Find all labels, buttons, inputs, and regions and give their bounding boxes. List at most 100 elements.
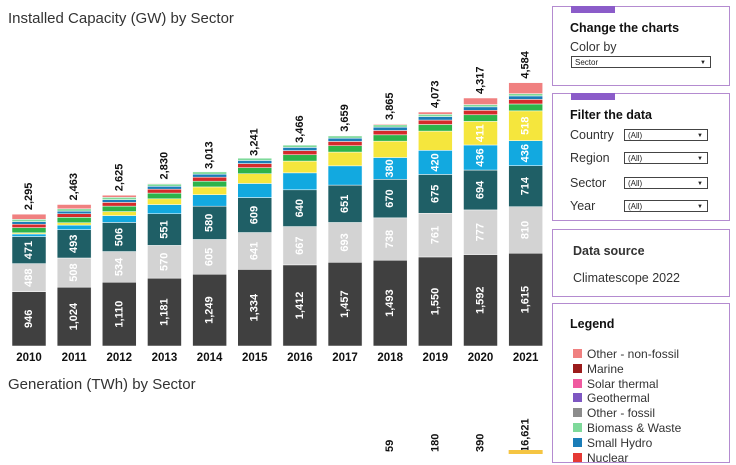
bar-segment <box>57 217 91 222</box>
bar-segment <box>328 146 362 152</box>
x-tick-label: 2016 <box>287 352 313 364</box>
x-tick-label: 2021 <box>513 352 539 364</box>
bar-segment <box>193 177 227 181</box>
bar-segment <box>102 202 136 206</box>
bar-segment <box>57 223 91 225</box>
year-select[interactable]: (All)▼ <box>624 200 708 212</box>
generation-bar-segment <box>509 450 543 454</box>
region-select[interactable]: (All)▼ <box>624 152 708 164</box>
panel-tab <box>571 6 615 13</box>
bar-segment <box>373 130 407 134</box>
bar-segment <box>147 186 181 189</box>
bar-total-label: 3,659 <box>339 104 351 132</box>
x-tick-label: 2015 <box>242 352 268 364</box>
bar-segment <box>283 161 317 173</box>
filter-label: Region <box>570 151 610 165</box>
bar-segment <box>418 120 452 124</box>
bar-segment <box>102 195 136 197</box>
data-source-panel: Data source Climatescope 2022 <box>552 229 730 297</box>
bar-total-label: 3,013 <box>204 141 216 169</box>
bar-value-label: 1,615 <box>520 286 532 314</box>
bar-segment <box>509 99 543 104</box>
bar-segment <box>464 110 498 114</box>
bar-segment <box>328 136 362 138</box>
bar-segment <box>283 155 317 161</box>
bar-value-label: 694 <box>475 180 487 199</box>
bar-total-label: 3,466 <box>294 115 306 143</box>
bar-segment <box>147 193 181 199</box>
filter-panel: Filter the data Country (All)▼ Region (A… <box>552 93 730 221</box>
x-tick-label: 2012 <box>107 352 133 364</box>
bar-segment <box>509 83 543 94</box>
bar-total-label: 4,584 <box>520 50 532 78</box>
sector-select[interactable]: (All)▼ <box>624 177 708 189</box>
bar-value-label: 777 <box>475 223 487 241</box>
bar-segment <box>193 174 227 177</box>
bar-segment <box>464 115 498 122</box>
filter-label: Year <box>570 199 595 213</box>
legend-label: Nuclear <box>587 451 628 465</box>
x-tick-label: 2011 <box>62 352 88 364</box>
legend-label: Other - non-fossil <box>587 347 679 361</box>
bar-segment <box>418 117 452 120</box>
bar-value-label: 580 <box>204 214 216 232</box>
generation-total-label: 16,621 <box>520 418 532 452</box>
bar-value-label: 641 <box>249 242 261 260</box>
legend-swatch <box>573 438 582 447</box>
legend-label: Small Hydro <box>587 436 652 450</box>
bar-segment <box>509 94 543 96</box>
country-select[interactable]: (All)▼ <box>624 129 708 141</box>
legend-swatch <box>573 393 582 402</box>
chevron-down-icon: ▼ <box>697 130 703 142</box>
bar-value-label: 380 <box>384 159 396 177</box>
bar-segment <box>283 147 317 150</box>
x-tick-label: 2017 <box>332 352 358 364</box>
select-value: (All) <box>628 154 642 163</box>
bar-segment <box>238 158 272 160</box>
bar-segment <box>57 211 91 214</box>
bar-total-label: 2,295 <box>23 183 35 211</box>
bar-value-label: 534 <box>113 257 125 276</box>
bar-value-label: 946 <box>23 310 35 328</box>
legend-swatch <box>573 423 582 432</box>
x-tick-label: 2020 <box>468 352 494 364</box>
bar-segment <box>328 166 362 185</box>
chevron-down-icon: ▼ <box>697 201 703 213</box>
bar-segment <box>102 212 136 216</box>
bar-value-label: 1,493 <box>384 289 396 317</box>
bar-value-label: 1,181 <box>158 298 170 326</box>
change-charts-panel: Change the charts Color by Sector ▼ <box>552 6 730 86</box>
bar-segment <box>373 127 407 130</box>
x-tick-label: 2010 <box>16 352 42 364</box>
bar-segment <box>418 112 452 114</box>
bar-segment <box>147 189 181 193</box>
bar-segment <box>373 124 407 125</box>
legend-label: Solar thermal <box>587 377 658 391</box>
filter-sector: Sector (All)▼ <box>570 176 720 190</box>
bar-segment <box>147 205 181 214</box>
bar-segment <box>193 181 227 187</box>
color-by-select[interactable]: Sector ▼ <box>571 56 711 68</box>
bar-value-label: 518 <box>520 117 532 135</box>
bar-segment <box>193 172 227 174</box>
bar-segment <box>102 206 136 211</box>
bar-segment <box>238 164 272 168</box>
legend-swatch <box>573 379 582 388</box>
bar-segment <box>147 183 181 184</box>
x-tick-label: 2019 <box>423 352 449 364</box>
bar-total-label: 2,463 <box>68 173 80 201</box>
bar-segment <box>238 174 272 184</box>
bar-segment <box>509 96 543 99</box>
bar-total-label: 2,830 <box>158 152 170 180</box>
bar-segment <box>418 114 452 116</box>
bar-segment <box>328 141 362 145</box>
data-source-title: Data source <box>573 244 645 258</box>
legend-label: Marine <box>587 362 624 376</box>
filter-label: Country <box>570 128 614 142</box>
legend-swatch <box>573 364 582 373</box>
panel-tab <box>571 93 615 100</box>
bar-value-label: 761 <box>429 226 441 244</box>
bar-value-label: 667 <box>294 237 306 255</box>
generation-total-label: 180 <box>429 434 441 452</box>
